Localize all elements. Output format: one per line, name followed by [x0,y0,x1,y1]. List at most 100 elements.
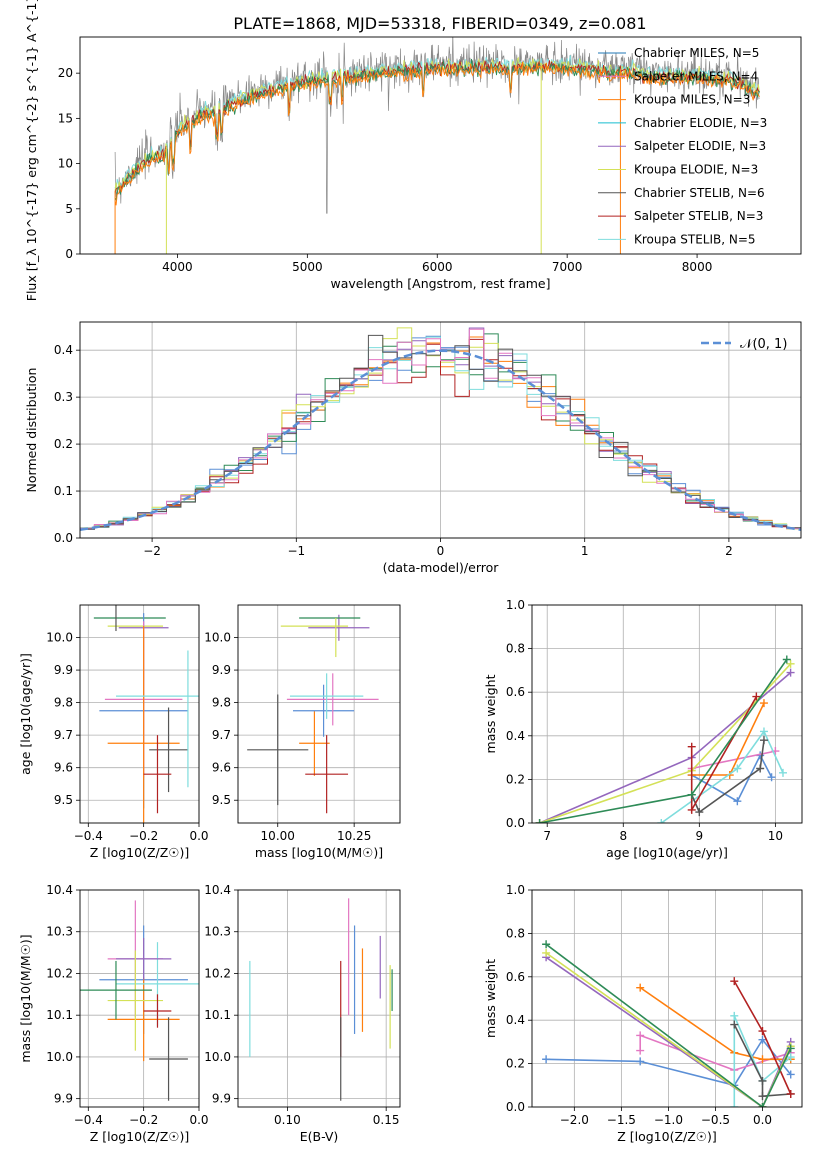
plot-area [80,327,801,532]
weight-marker [786,659,795,668]
errorbar-point [286,673,379,726]
errorbar-point [305,735,349,814]
plot-area [535,655,795,823]
weight-marker [733,797,742,806]
x-axis-label: (data-model)/error [383,560,500,575]
y-tick-label: 10.0 [204,631,231,645]
x-tick-label: 0.0 [189,1113,208,1127]
panel-mass-vs-ebv: 0.10 0.15 9.9 10.0 10.1 10.2 10.3 10.4 E(B-V) [204,883,401,1144]
legend-label: Kroupa MILES, N=3 [634,93,750,107]
histogram-step [80,334,801,530]
weight-marker [759,699,768,708]
weight-marker [752,692,761,701]
y-tick-label: 9.8 [212,696,231,710]
y-tick-label: 0.0 [54,531,73,545]
weight-marker [542,940,551,949]
errorbar-point [293,684,355,737]
y-tick-label: 0.6 [506,685,525,699]
y-tick-label: 10.2 [204,966,231,980]
y-tick-label: 0.3 [54,390,73,404]
y-tick-label: 9.6 [54,761,73,775]
weight-marker [730,1020,739,1029]
weight-marker [687,805,696,814]
weight-marker [758,1076,767,1085]
y-tick-label: 9.6 [212,761,231,775]
y-tick-label: 9.7 [212,728,231,742]
y-tick-label: 0.1 [54,484,73,498]
errorbar-point [143,994,172,1028]
y-tick-label: 0.4 [506,729,525,743]
y-tick-label: 10.1 [204,1008,231,1022]
weight-marker [636,1031,645,1040]
x-tick-label: −1.0 [654,1113,683,1127]
y-tick-label: 5 [65,202,73,216]
y-tick-label: 9.8 [54,696,73,710]
y-axis-label: age [log10(age/yr)] [18,653,33,775]
axes-frame [237,604,401,824]
x-axis-label: E(B-V) [300,1129,339,1144]
x-tick-label: 0.0 [753,1113,772,1127]
x-axis-label: Z [log10(Z/Z☉)] [90,845,190,860]
weight-marker [657,819,666,823]
weight-line [733,1015,792,1107]
errorbar-point [149,707,188,793]
x-tick-label: −0.5 [701,1113,730,1127]
panel-residuals: −2 −1 0 1 2 0.0 0.1 0.2 0.3 0.4 (data-model)/error… [24,321,802,575]
errorbar-point [149,1017,188,1101]
weight-line [545,956,792,1107]
weight-marker [636,1046,645,1055]
weight-marker [758,1103,767,1107]
x-tick-label: −0.2 [129,1113,158,1127]
y-tick-label: 10 [58,157,73,171]
x-tick-label: 6000 [422,260,453,274]
weight-marker [730,1103,739,1107]
y-tick-label: 0.8 [506,926,525,940]
x-axis-label: Z [log10(Z/Z☉)] [617,1129,717,1144]
legend-label: Salpeter MILES, N=4 [634,69,758,83]
weight-marker [542,1055,551,1064]
axes-frame [79,604,200,824]
y-tick-label: 10.4 [204,883,231,897]
x-tick-label: 5000 [292,260,323,274]
x-tick-label: 0.10 [274,1113,301,1127]
weight-marker [687,790,696,799]
figure-title: PLATE=1868, MJD=53318, FIBERID=0349, z=0… [233,14,646,33]
legend-label: Kroupa STELIB, N=5 [634,232,756,246]
weight-marker [695,808,704,817]
weight-marker [758,1027,767,1036]
legend-label: Chabrier STELIB, N=6 [634,186,765,200]
y-tick-label: 0.8 [506,642,525,656]
weight-marker [636,1057,645,1066]
weight-marker [786,1070,795,1079]
weight-marker [786,1044,795,1053]
legend: 𝒩(0, 1) [701,337,787,352]
errorbar-point [107,977,180,1062]
panel-age-vs-Z: −0.4 −0.2 0.0 9.5 9.6 9.7 9.8 9.9 10.0 Z [log10(Z… [18,604,209,860]
weight-marker [782,655,791,664]
weight-marker [759,736,768,745]
x-tick-label: 10.25 [337,829,371,843]
panel-mass-vs-Z: −0.4 −0.2 0.0 9.9 10.0 10.1 10.2 10.3 10.4 Z [log… [18,883,209,1144]
y-tick-label: 10.3 [204,925,231,939]
x-tick-label: −1.5 [607,1113,636,1127]
errorbar-point [115,937,172,980]
spectrum-model-line [114,61,760,206]
x-axis-label: Z [log10(Z/Z☉)] [90,1129,190,1144]
weight-marker [730,977,739,986]
weight-marker [636,983,645,992]
x-tick-label: 10 [768,829,783,843]
y-tick-label: 0.2 [506,1057,525,1071]
axes-frame [79,889,200,1108]
x-tick-label: −2.0 [560,1113,589,1127]
weight-marker [542,948,551,957]
weight-marker [730,1011,739,1020]
plot-area [114,37,760,254]
axes-frame [237,889,401,1108]
x-tick-label: 0.15 [373,1113,400,1127]
weight-marker [758,1035,767,1044]
x-tick-label: 2 [725,544,733,558]
plot-area [80,900,199,1101]
x-axis-label: age [log10(age/yr)] [606,845,728,860]
errorbar-point [299,710,330,776]
